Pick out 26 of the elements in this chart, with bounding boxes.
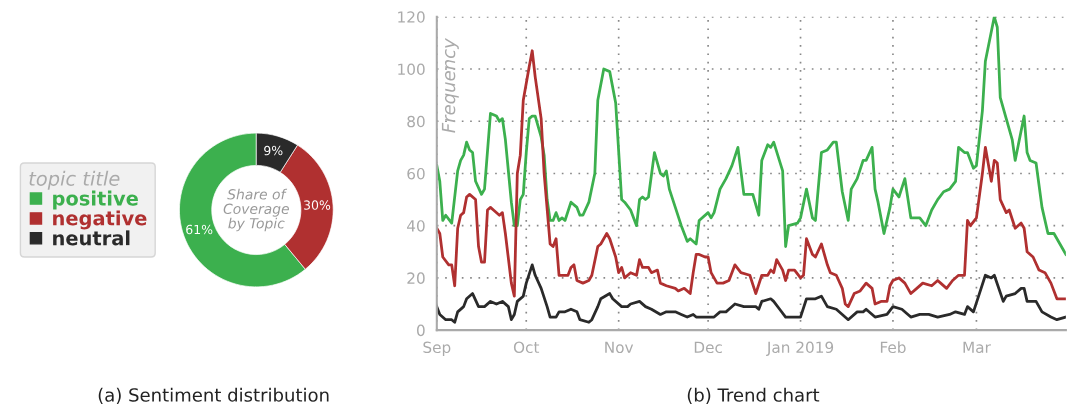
data-label: 30% — [304, 200, 331, 210]
text: (b) Trend chart — [687, 387, 820, 404]
y-tick-label: 60 — [407, 167, 425, 180]
y-tick-label: 80 — [407, 115, 425, 128]
line-series — [436, 263, 1066, 324]
y-tick-label: 40 — [407, 220, 425, 232]
legend-label: neutral — [53, 230, 130, 246]
legend-label: positive — [53, 190, 138, 210]
y-tick-label: 100 — [398, 63, 425, 76]
data-label: 9% — [264, 145, 283, 156]
y-tick-label: 20 — [407, 272, 425, 284]
legend-title: topic title — [29, 170, 120, 190]
data-label: 61% — [186, 224, 213, 235]
x-tick-label: Jan 2019 — [766, 341, 834, 356]
x-tick-label: Nov — [605, 341, 634, 354]
x-tick-label: Feb — [880, 341, 906, 354]
y-tick-label: 0 — [416, 324, 425, 337]
y-tick-label: 120 — [398, 11, 425, 23]
x-tick-label: Dec — [694, 341, 722, 354]
y-axis-title: Frequency — [441, 38, 459, 133]
text: (a) Sentiment distribution — [98, 387, 329, 404]
x-tick-label: Oct — [513, 341, 540, 354]
x-tick-label: Sep — [423, 341, 451, 357]
legend-label: negative — [53, 210, 147, 230]
x-tick-label: Mar — [963, 341, 991, 354]
text: Share of Coverage by Topic — [223, 188, 289, 232]
